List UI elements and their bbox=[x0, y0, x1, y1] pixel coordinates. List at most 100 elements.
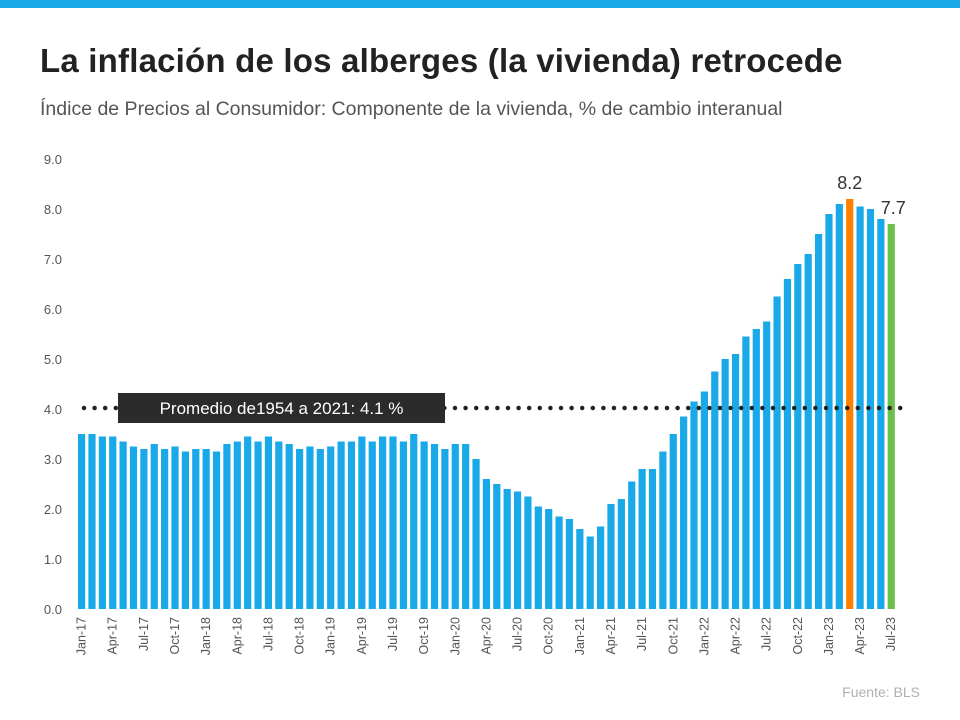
bar-jun-18 bbox=[254, 441, 262, 609]
y-tick-label: 8.0 bbox=[44, 202, 62, 217]
bar-jul-19 bbox=[389, 436, 397, 609]
bar-apr-21 bbox=[607, 504, 615, 609]
bar-aug-17 bbox=[150, 444, 158, 609]
bar-jul-20 bbox=[513, 491, 522, 609]
bar-jan-23 bbox=[825, 214, 833, 609]
x-tick-label: Jan-21 bbox=[573, 617, 587, 655]
bar-jun-17 bbox=[129, 446, 138, 609]
x-tick-label: Apr-21 bbox=[604, 617, 618, 655]
bar-aug-21 bbox=[648, 469, 657, 609]
bar-nov-19 bbox=[430, 444, 439, 609]
y-tick-label: 2.0 bbox=[44, 502, 62, 517]
bar-oct-22 bbox=[794, 264, 802, 609]
bar-nov-17 bbox=[181, 451, 189, 609]
bar-may-21 bbox=[617, 499, 625, 609]
x-tick-label: Apr-22 bbox=[729, 617, 743, 655]
bar-sep-19 bbox=[410, 434, 418, 609]
top-accent-bar bbox=[0, 0, 960, 8]
bar-dec-22 bbox=[814, 234, 823, 609]
bar-dec-18 bbox=[316, 449, 324, 609]
bar-apr-23 bbox=[856, 206, 864, 609]
bar-sep-20 bbox=[534, 506, 542, 609]
bar-jan-20 bbox=[451, 444, 459, 609]
x-tick-label: Apr-20 bbox=[479, 617, 493, 655]
x-tick-label: Jul-17 bbox=[137, 617, 151, 651]
x-tick-label: Apr-18 bbox=[230, 617, 244, 655]
bar-oct-17 bbox=[171, 446, 179, 609]
bar-jul-17 bbox=[140, 449, 148, 609]
y-tick-label: 6.0 bbox=[44, 302, 62, 317]
x-tick-label: Jan-17 bbox=[75, 617, 89, 655]
x-tick-label: Jan-22 bbox=[697, 617, 711, 655]
bar-may-17 bbox=[119, 441, 127, 609]
bar-sep-21 bbox=[659, 451, 667, 609]
x-tick-label: Oct-22 bbox=[791, 617, 805, 655]
bar-may-19 bbox=[368, 441, 376, 609]
bar-aug-19 bbox=[399, 441, 407, 609]
average-label-box bbox=[118, 393, 445, 423]
bar-jun-19 bbox=[379, 436, 387, 609]
bar-sep-17 bbox=[161, 449, 169, 609]
bar-dec-21 bbox=[690, 401, 698, 609]
bar-oct-18 bbox=[295, 449, 304, 609]
x-tick-label: Apr-17 bbox=[106, 617, 120, 655]
chart-title: La inflación de los alberges (la viviend… bbox=[40, 42, 843, 79]
x-tick-label: Jul-19 bbox=[386, 617, 400, 651]
bar-nov-22 bbox=[804, 254, 812, 609]
bar-jan-18 bbox=[202, 449, 210, 609]
bar-jul-23 bbox=[887, 224, 895, 609]
bar-apr-20 bbox=[482, 479, 491, 609]
bar-jan-21 bbox=[576, 529, 584, 609]
x-tick-label: Oct-20 bbox=[542, 617, 556, 655]
bar-oct-20 bbox=[545, 509, 553, 609]
bar-aug-18 bbox=[275, 441, 283, 609]
bar-nov-18 bbox=[306, 446, 314, 609]
y-tick-label: 9.0 bbox=[44, 152, 62, 167]
bar-feb-23 bbox=[835, 204, 843, 609]
bar-aug-22 bbox=[773, 296, 781, 609]
bar-feb-18 bbox=[212, 451, 221, 609]
bar-may-23 bbox=[866, 209, 875, 609]
source-note: Fuente: BLS bbox=[842, 684, 920, 700]
chart-subtitle: Índice de Precios al Consumidor: Compone… bbox=[40, 98, 783, 120]
y-tick-label: 0.0 bbox=[44, 602, 62, 617]
bar-apr-17 bbox=[109, 436, 117, 609]
y-tick-label: 3.0 bbox=[44, 452, 62, 467]
y-tick-label: 5.0 bbox=[44, 352, 62, 367]
bar-apr-18 bbox=[233, 441, 241, 609]
x-tick-label: Jul-18 bbox=[261, 617, 275, 651]
bar-jul-21 bbox=[638, 469, 646, 609]
bar-mar-19 bbox=[347, 441, 356, 609]
bar-dec-19 bbox=[441, 449, 449, 609]
bar-sep-18 bbox=[285, 444, 293, 609]
bar-mar-22 bbox=[721, 359, 729, 609]
x-tick-label: Oct-21 bbox=[666, 617, 680, 655]
x-tick-label: Oct-19 bbox=[417, 617, 431, 655]
bar-feb-17 bbox=[88, 434, 96, 609]
x-tick-label: Jul-21 bbox=[635, 617, 649, 651]
x-tick-label: Jan-18 bbox=[199, 617, 213, 655]
bar-jul-22 bbox=[763, 321, 771, 609]
x-tick-label: Jan-23 bbox=[822, 617, 836, 655]
bar-dec-17 bbox=[192, 449, 200, 609]
bar-nov-21 bbox=[680, 416, 688, 609]
bar-oct-19 bbox=[420, 441, 428, 609]
bar-oct-21 bbox=[669, 434, 677, 609]
x-tick-label: Apr-19 bbox=[355, 617, 369, 655]
bar-sep-22 bbox=[783, 279, 792, 609]
bar-feb-19 bbox=[337, 441, 345, 609]
bar-jan-17 bbox=[78, 434, 86, 609]
bar-nov-20 bbox=[555, 516, 563, 609]
y-tick-label: 7.0 bbox=[44, 252, 62, 267]
data-label-jul-23: 7.7 bbox=[881, 198, 906, 218]
x-tick-label: Oct-17 bbox=[168, 617, 182, 655]
bar-feb-21 bbox=[586, 536, 594, 609]
bar-jul-18 bbox=[264, 436, 273, 609]
bar-apr-22 bbox=[731, 354, 740, 609]
bar-jun-23 bbox=[877, 219, 885, 609]
bar-jun-22 bbox=[752, 329, 760, 609]
bar-jan-19 bbox=[327, 446, 335, 609]
bar-jan-22 bbox=[700, 391, 708, 609]
x-tick-label: Oct-18 bbox=[293, 617, 307, 655]
